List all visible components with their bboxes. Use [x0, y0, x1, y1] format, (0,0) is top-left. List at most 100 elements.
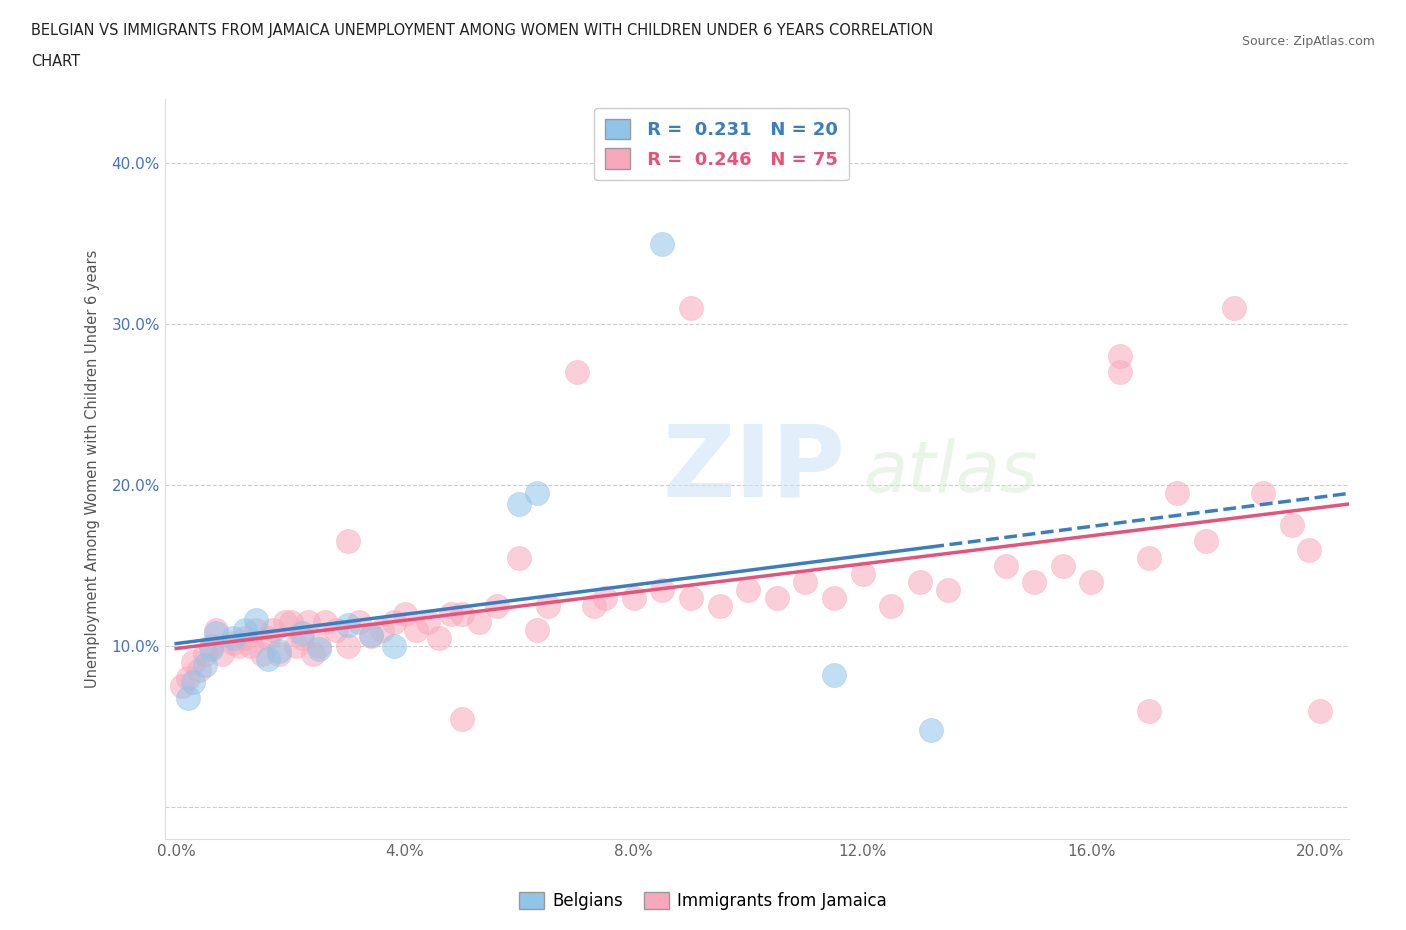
- Point: [766, 591, 789, 605]
- Point: [994, 558, 1017, 573]
- Point: [908, 575, 931, 590]
- Point: [823, 591, 845, 605]
- Point: [233, 622, 256, 637]
- Point: [1052, 558, 1074, 573]
- Text: CHART: CHART: [31, 54, 80, 69]
- Point: [302, 646, 325, 661]
- Text: atlas: atlas: [863, 438, 1038, 507]
- Text: BELGIAN VS IMMIGRANTS FROM JAMAICA UNEMPLOYMENT AMONG WOMEN WITH CHILDREN UNDER : BELGIAN VS IMMIGRANTS FROM JAMAICA UNEMP…: [31, 23, 934, 38]
- Text: Source: ZipAtlas.com: Source: ZipAtlas.com: [1241, 35, 1375, 48]
- Point: [485, 598, 508, 613]
- Point: [314, 615, 336, 630]
- Point: [308, 639, 330, 654]
- Point: [222, 635, 245, 650]
- Text: ZIP: ZIP: [662, 420, 845, 517]
- Point: [1166, 485, 1188, 500]
- Point: [239, 639, 262, 654]
- Point: [651, 582, 673, 597]
- Point: [938, 582, 960, 597]
- Legend: Belgians, Immigrants from Jamaica: Belgians, Immigrants from Jamaica: [513, 885, 893, 917]
- Point: [222, 631, 245, 645]
- Point: [920, 723, 942, 737]
- Point: [269, 646, 291, 661]
- Point: [256, 652, 278, 667]
- Point: [508, 497, 530, 512]
- Point: [205, 626, 228, 641]
- Point: [405, 622, 427, 637]
- Point: [269, 644, 291, 658]
- Point: [336, 639, 359, 654]
- Point: [360, 629, 382, 644]
- Point: [336, 534, 359, 549]
- Point: [880, 598, 903, 613]
- Point: [371, 622, 394, 637]
- Point: [360, 628, 382, 643]
- Point: [291, 626, 314, 641]
- Point: [256, 631, 278, 645]
- Point: [336, 618, 359, 632]
- Point: [170, 679, 193, 694]
- Point: [183, 674, 205, 689]
- Point: [211, 646, 233, 661]
- Point: [468, 615, 491, 630]
- Point: [451, 606, 474, 621]
- Point: [451, 711, 474, 726]
- Y-axis label: Unemployment Among Women with Children Under 6 years: Unemployment Among Women with Children U…: [86, 250, 100, 688]
- Point: [291, 631, 314, 645]
- Point: [440, 606, 463, 621]
- Point: [737, 582, 759, 597]
- Point: [651, 236, 673, 251]
- Point: [233, 631, 256, 645]
- Point: [176, 690, 198, 705]
- Point: [382, 639, 405, 654]
- Point: [194, 658, 217, 673]
- Point: [262, 622, 284, 637]
- Point: [526, 622, 548, 637]
- Point: [1195, 534, 1218, 549]
- Point: [1109, 365, 1132, 379]
- Point: [280, 615, 302, 630]
- Point: [794, 575, 817, 590]
- Point: [416, 615, 439, 630]
- Point: [427, 631, 450, 645]
- Point: [228, 639, 250, 654]
- Point: [250, 646, 273, 661]
- Point: [709, 598, 731, 613]
- Point: [852, 566, 875, 581]
- Point: [679, 591, 702, 605]
- Point: [183, 655, 205, 670]
- Point: [349, 615, 371, 630]
- Point: [526, 485, 548, 500]
- Point: [508, 551, 530, 565]
- Point: [188, 663, 211, 678]
- Point: [823, 668, 845, 683]
- Point: [200, 642, 222, 657]
- Point: [1109, 349, 1132, 364]
- Point: [297, 615, 319, 630]
- Point: [245, 622, 267, 637]
- Point: [325, 622, 347, 637]
- Legend:  R =  0.231   N = 20,  R =  0.246   N = 75: R = 0.231 N = 20, R = 0.246 N = 75: [593, 108, 849, 180]
- Point: [537, 598, 560, 613]
- Point: [308, 642, 330, 657]
- Point: [1298, 542, 1320, 557]
- Point: [1080, 575, 1102, 590]
- Point: [593, 591, 616, 605]
- Point: [1281, 518, 1303, 533]
- Point: [1223, 300, 1246, 315]
- Point: [176, 671, 198, 685]
- Point: [1137, 703, 1160, 718]
- Point: [1251, 485, 1274, 500]
- Point: [200, 639, 222, 654]
- Point: [1137, 551, 1160, 565]
- Point: [274, 615, 297, 630]
- Point: [194, 646, 217, 661]
- Point: [205, 622, 228, 637]
- Point: [382, 615, 405, 630]
- Point: [394, 606, 416, 621]
- Point: [285, 639, 308, 654]
- Point: [245, 613, 267, 628]
- Point: [623, 591, 645, 605]
- Point: [679, 300, 702, 315]
- Point: [582, 598, 605, 613]
